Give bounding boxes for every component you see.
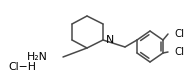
Text: Cl: Cl	[174, 47, 184, 57]
Text: Cl−H: Cl−H	[8, 62, 36, 72]
Text: H₂N: H₂N	[27, 52, 48, 62]
Text: N: N	[106, 35, 114, 45]
Text: Cl: Cl	[174, 29, 184, 39]
